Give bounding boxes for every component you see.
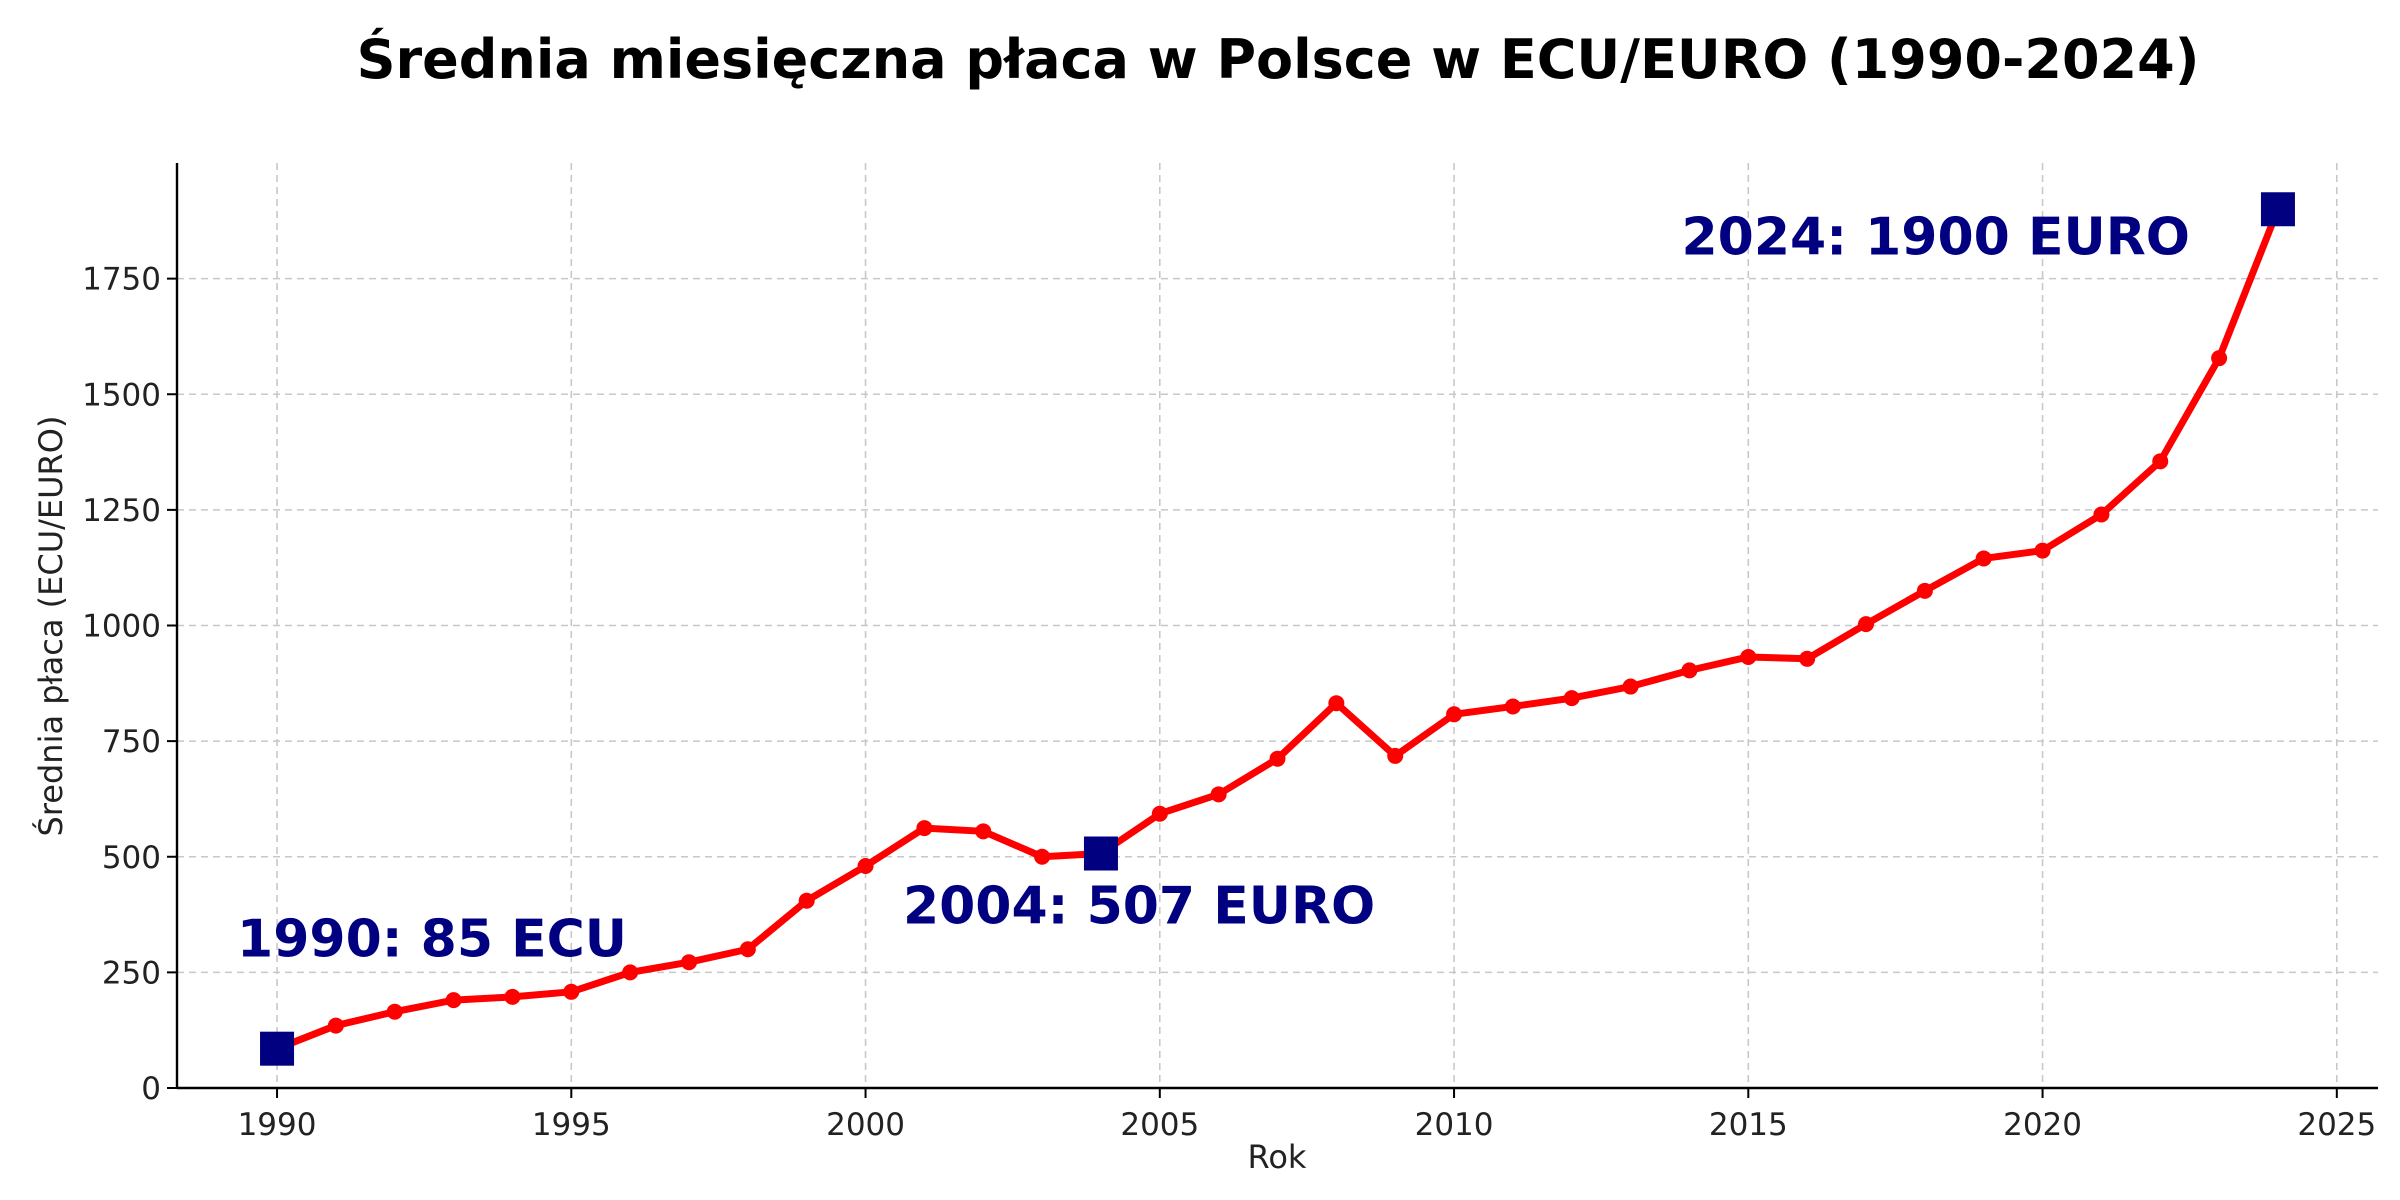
x-tick-label: 2000 <box>826 1107 905 1143</box>
data-point <box>1975 550 1992 567</box>
x-tick-label: 2010 <box>1415 1107 1494 1143</box>
x-tick-label: 1995 <box>532 1107 611 1143</box>
y-tick-label: 1250 <box>82 493 161 529</box>
series <box>269 201 2286 1057</box>
annotations: 1990: 85 ECU 2004: 507 EURO 2024: 1900 EUR… <box>237 207 2190 969</box>
ticks: 1990 1995 2000 2005 2010 2015 2020 2025 0 250 500 7… <box>82 262 2376 1143</box>
highlight-marker <box>1083 836 1118 871</box>
data-point <box>1328 695 1345 712</box>
x-tick-label: 2020 <box>2003 1107 2082 1143</box>
highlight-marker <box>260 1031 295 1066</box>
y-tick-label: 250 <box>102 955 161 991</box>
data-point <box>1210 786 1227 803</box>
y-tick-label: 1000 <box>82 609 161 645</box>
data-point <box>1622 678 1639 695</box>
data-point <box>1858 616 1875 633</box>
y-tick-label: 0 <box>141 1071 161 1107</box>
data-point <box>739 941 756 958</box>
data-point <box>1799 650 1816 667</box>
x-tick-label: 2025 <box>2297 1107 2376 1143</box>
data-point <box>1681 662 1698 679</box>
annotation-label: 2004: 507 EURO <box>903 877 1375 937</box>
data-point <box>1151 805 1168 822</box>
chart-title: Średnia miesięczna płaca w Polsce w ECU/… <box>357 28 2200 91</box>
data-point <box>1446 706 1463 723</box>
data-point <box>975 823 992 840</box>
data-point <box>857 858 874 874</box>
y-tick-label: 500 <box>102 840 161 876</box>
data-point <box>386 1003 403 1020</box>
data-point <box>1269 750 1286 767</box>
data-point <box>1740 648 1757 665</box>
annotation-label: 2024: 1900 EURO <box>1682 207 2190 267</box>
data-point <box>563 983 580 1000</box>
data-point <box>916 820 933 837</box>
data-point <box>327 1017 344 1034</box>
annotation-label: 1990: 85 ECU <box>237 910 627 970</box>
data-point <box>445 992 462 1009</box>
x-tick-label: 2015 <box>1709 1107 1788 1143</box>
data-point <box>1387 747 1404 764</box>
highlight-marker <box>2260 192 2295 227</box>
x-tick-label: 2005 <box>1120 1107 1199 1143</box>
data-point <box>1563 690 1580 707</box>
y-axis-label: Średnia płaca (ECU/EURO) <box>31 416 70 837</box>
x-tick-label: 1990 <box>238 1107 317 1143</box>
data-point <box>504 988 521 1005</box>
y-tick-label: 750 <box>102 724 161 760</box>
data-point <box>1916 582 1933 599</box>
data-point <box>1034 848 1051 865</box>
data-point <box>622 964 639 981</box>
x-axis-label: Rok <box>1248 1138 1307 1176</box>
data-point <box>2093 506 2110 523</box>
y-tick-label: 1500 <box>82 377 161 413</box>
y-tick-label: 1750 <box>82 262 161 298</box>
data-point <box>2034 542 2051 559</box>
highlights <box>260 192 2295 1066</box>
data-point <box>1504 698 1521 715</box>
data-point <box>2152 453 2169 470</box>
data-point <box>798 892 815 909</box>
data-point <box>680 954 697 971</box>
data-point <box>2211 350 2228 367</box>
